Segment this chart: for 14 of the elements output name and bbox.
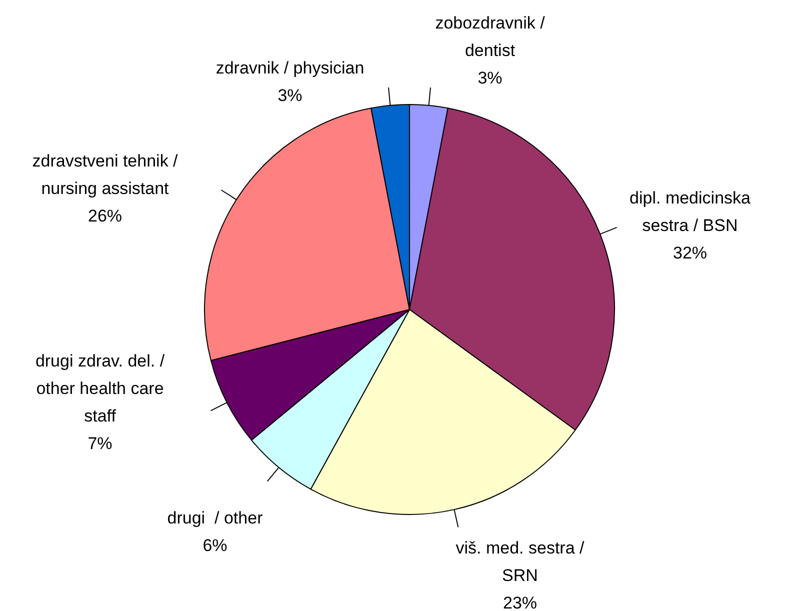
slice-label: zdravnik / physician (216, 58, 364, 78)
data-label: 26% (88, 206, 122, 226)
slice-label: zdravstveni tehnik / nursing assistant (32, 151, 178, 198)
data-label: 7% (88, 434, 112, 453)
slice-label: viš. med. sestra / SRN (456, 538, 585, 585)
data-label: 32% (672, 243, 708, 262)
slice-label: zobozdravnik / dentist (435, 13, 546, 60)
data-label: 3% (478, 68, 502, 88)
data-label: 6% (202, 536, 228, 555)
slice-label: dipl. medicinska sestra / BSN (630, 188, 752, 235)
data-label: 23% (502, 593, 538, 611)
data-label: 3% (278, 86, 302, 105)
slice-label: drugi zdrav. del. / other health care staff (35, 351, 165, 426)
slice-label: drugi / other (167, 508, 264, 528)
